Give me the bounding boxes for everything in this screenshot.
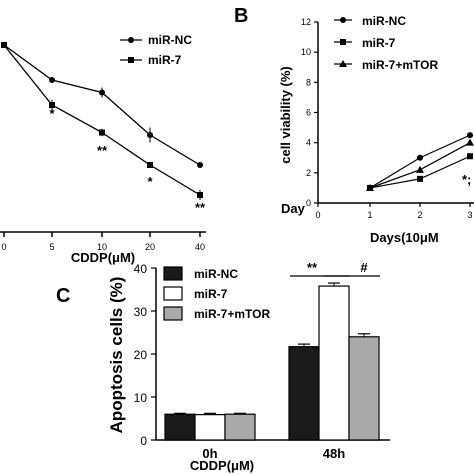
panel-a-legend-marker <box>128 37 134 43</box>
panel-b-x-axis-left-label: Day <box>281 201 306 216</box>
panel-b-legend-label: miR-NC <box>362 14 406 28</box>
panel-b-legend-marker <box>340 17 346 23</box>
panel-a-point <box>197 192 203 198</box>
panel-c-legend-label: miR-7 <box>194 287 228 301</box>
panel-a-legend-marker <box>128 57 134 63</box>
panel-a-x-tick-label: 10 <box>97 242 107 252</box>
panel-b-legend-marker <box>339 60 347 67</box>
panel-b-point <box>416 165 424 173</box>
panel-b-point <box>467 132 473 139</box>
panel-b-y-tick-label: 12 <box>301 17 311 27</box>
panel-c-category-label: 48h <box>323 446 345 461</box>
panel-c-y-tick-label: 10 <box>134 391 148 405</box>
panel-b-point <box>417 175 423 182</box>
panel-a-series-line-1 <box>3 44 201 196</box>
panel-a-point <box>49 77 55 83</box>
panel-c-legend-swatch <box>163 306 183 321</box>
panel-c-y-axis-title: Apoptosis cells (%) <box>107 277 126 434</box>
panel-a-point <box>1 42 7 48</box>
panel-c-bar <box>194 414 226 441</box>
panel-c-legend-swatch <box>163 286 183 301</box>
panel-a-point <box>49 102 55 108</box>
panel-c-y-tick-label: 0 <box>140 434 147 448</box>
panel-a-significance: ** <box>97 143 108 158</box>
panel-b-label: B <box>234 5 248 27</box>
panel-b-x-axis-title: Days(10μM <box>370 230 439 245</box>
panel-b-significance: *; <box>462 172 471 187</box>
panel-b-x-tick-label: 2 <box>417 210 422 220</box>
panel-b-y-tick-label: 10 <box>301 47 311 57</box>
panel-a-point <box>99 89 105 96</box>
panel-b-x-tick-label: 1 <box>367 210 372 220</box>
panel-b-y-tick-label: 8 <box>306 77 311 87</box>
panel-a-point <box>197 162 203 168</box>
panel-c-y-tick-label: 20 <box>134 348 148 362</box>
panel-a-significance: * <box>49 106 55 121</box>
panel-b-y-axis-title: cell viability (%) <box>278 66 293 164</box>
panel-b-legend-label: miR-7 <box>362 36 396 50</box>
panel-c-y-tick-label: 40 <box>134 262 148 276</box>
panel-a-legend-label: miR-NC <box>148 33 192 47</box>
panel-c-y-tick-label: 30 <box>134 305 148 319</box>
panel-c-label: C <box>56 285 70 307</box>
panel-a-point <box>99 129 105 136</box>
panel-b-x-tick-label: 0 <box>315 210 320 220</box>
panel-c-bar <box>164 413 196 441</box>
panel-c-legend-swatch <box>163 266 183 281</box>
panel-b-x-tick-label: 3 <box>467 210 472 220</box>
panel-a-significance: * <box>147 174 153 189</box>
panel-a-point <box>147 162 153 168</box>
panel-a-significance: ** <box>195 200 206 215</box>
panel-c-significance: # <box>360 260 368 275</box>
panel-c-legend-label: miR-7+mTOR <box>194 307 270 321</box>
panel-c-significance: ** <box>307 260 318 275</box>
panel-c-x-axis-title: CDDP(μM) <box>190 458 254 473</box>
panel-b-y-tick-label: 0 <box>306 198 311 208</box>
panel-a-point <box>147 132 153 138</box>
panel-a-x-tick-label: 40 <box>195 242 205 252</box>
panel-a-x-tick-label: 0 <box>1 242 6 252</box>
panel-a-x-tick-label: 5 <box>49 242 54 252</box>
panel-c-legend-label: miR-NC <box>194 267 238 281</box>
panel-b-point <box>366 183 374 191</box>
panel-b-y-tick-label: 2 <box>306 168 311 178</box>
panel-c-category-label: 0h <box>202 446 217 461</box>
panel-c-bar <box>318 285 350 441</box>
panel-b-y-tick-label: 4 <box>306 138 311 148</box>
panel-b-legend-label: miR-7+mTOR <box>362 58 438 72</box>
panel-b-point <box>467 153 473 160</box>
panel-b-point <box>417 154 423 161</box>
panel-a-x-axis-title: CDDP(μM) <box>71 250 135 265</box>
panel-c-bar <box>288 346 320 441</box>
panel-a-legend-label: miR-7 <box>148 53 182 67</box>
panel-b-legend-marker <box>340 39 346 45</box>
panel-b-y-tick-label: 6 <box>306 108 311 118</box>
panel-c-bar <box>224 413 256 441</box>
panel-a-x-tick-label: 20 <box>145 242 155 252</box>
panel-b-point <box>466 138 474 146</box>
panel-c-bar <box>348 336 380 441</box>
